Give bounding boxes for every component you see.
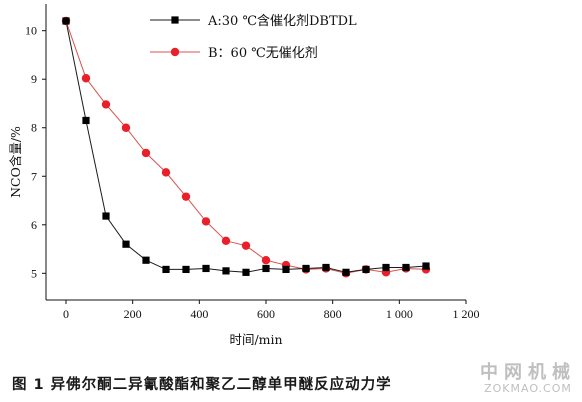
point-series-b [141, 148, 151, 158]
axes: 5 6 7 8 9 10 0 200 400 600 800 1 000 1 200 时间/min NCO含… [8, 4, 480, 347]
series-markers [61, 16, 431, 278]
point-series-a [162, 265, 170, 274]
point-series-a [402, 263, 410, 272]
point-series-a [382, 263, 390, 272]
y-tick-label: 7 [31, 169, 37, 183]
x-tick-label: 1 000 [386, 307, 413, 321]
point-series-b [261, 256, 271, 265]
point-series-a [342, 268, 350, 276]
legend-label-b: B：60 ℃无催化剂 [208, 46, 318, 61]
point-series-a [322, 263, 330, 272]
point-series-a [122, 240, 130, 248]
point-series-b [101, 100, 111, 109]
point-series-a [182, 265, 190, 274]
y-axis-title: NCO含量/% [8, 126, 23, 198]
point-series-b [161, 168, 171, 177]
legend: A:30 ℃含催化剂DBTDL B：60 ℃无催化剂 [150, 13, 357, 61]
y-tick-label: 9 [31, 72, 37, 86]
watermark-sub: ZOKMAO.COM [484, 382, 572, 395]
legend-marker-b [170, 47, 180, 57]
point-series-a [302, 264, 310, 273]
x-axis-title: 时间/min [229, 332, 282, 347]
y-tick-label: 6 [31, 218, 37, 232]
point-series-a [242, 268, 250, 276]
nco-kinetics-chart: 5 6 7 8 9 10 0 200 400 600 800 1 000 1 200 时间/min NCO含… [8, 4, 480, 347]
point-series-a [282, 265, 290, 274]
watermark-main: 中网机械 [480, 362, 576, 383]
y-tick-label: 10 [25, 24, 37, 38]
point-series-a [222, 267, 230, 275]
watermark: 中网机械 ZOKMAO.COM [480, 358, 576, 395]
figure-caption: 图 1 异佛尔酮二异氰酸酯和聚乙二醇单甲醚反应动力学 [12, 377, 392, 393]
point-series-b [201, 217, 211, 226]
y-tick-label: 8 [31, 121, 37, 135]
point-series-a [142, 256, 150, 264]
point-series-a [422, 262, 430, 270]
point-series-a [82, 116, 90, 125]
point-series-b [181, 192, 191, 201]
x-tick-label: 1 200 [453, 307, 480, 321]
point-series-b [121, 123, 131, 132]
point-series-b [221, 236, 231, 245]
legend-marker-a [171, 16, 179, 24]
x-tick-label: 800 [324, 307, 342, 321]
x-tick-label: 0 [63, 307, 69, 321]
point-series-a [362, 265, 370, 274]
legend-label-a: A:30 ℃含催化剂DBTDL [207, 13, 357, 29]
point-series-a [102, 212, 110, 220]
point-series-b [241, 241, 251, 250]
point-series-a [202, 264, 210, 273]
x-tick-label: 200 [124, 307, 142, 321]
point-series-a [62, 17, 70, 25]
x-tick-label: 600 [257, 307, 275, 321]
x-tick-label: 400 [190, 307, 208, 321]
point-series-b [81, 74, 91, 83]
point-series-a [262, 264, 270, 273]
y-tick-label: 5 [31, 266, 37, 280]
